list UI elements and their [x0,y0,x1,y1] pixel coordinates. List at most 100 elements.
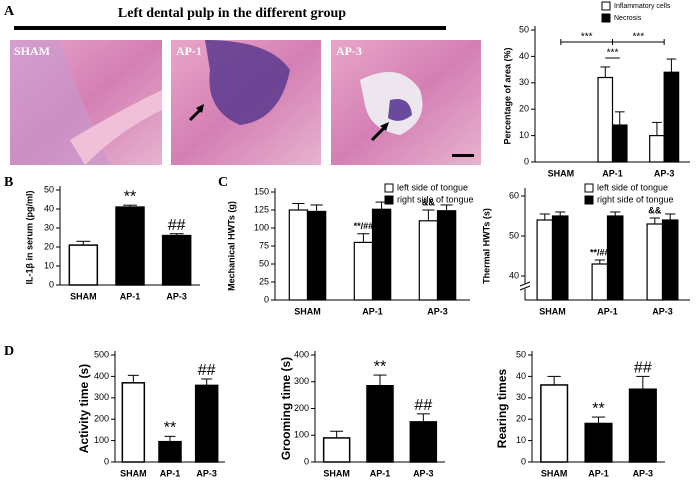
arrow-head [196,104,204,113]
y-tick-label: 100 [254,222,269,232]
y-tick-label: 0 [304,456,309,466]
scale-bar [452,154,474,157]
x-tick-label: SHAM [120,468,147,478]
x-tick-label: AP-1 [370,468,391,478]
y-tick-label: 50 [44,184,54,194]
y-tick-label: 200 [294,403,309,413]
comparison-label: *** [632,32,644,43]
x-tick-label: SHAM [323,468,350,478]
y-tick-label: 200 [94,414,109,424]
significance-label: && [422,197,435,207]
legend-label: left side of tongue [397,182,468,192]
legend-label: right side of tongue [397,194,474,204]
x-tick-label: AP-3 [633,468,654,478]
title-rule [14,26,446,30]
y-tick-label: 20 [44,241,54,251]
bar [611,124,628,163]
y-tick-label: 10 [519,130,529,140]
x-tick-label: AP-3 [413,468,434,478]
legend-swatch [601,1,611,11]
y-tick-label: 300 [94,392,109,402]
image-label: AP-1 [176,44,202,58]
significance-label: ** [124,188,136,205]
y-axis-label: Thermal HWTs (s) [481,208,491,284]
y-tick-label: 125 [254,204,269,214]
bar [115,206,145,286]
x-tick-label: AP-3 [654,168,675,178]
significance-label: ** [592,400,604,417]
y-tick-label: 20 [519,104,529,114]
x-tick-label: AP-1 [602,168,623,178]
bar [68,244,99,286]
arrow-head [380,122,389,131]
tissue [388,99,412,121]
significance-label: ** [374,358,386,375]
y-axis-label: Percentage of area (%) [502,47,512,144]
bar [551,215,569,301]
y-tick-label: 30 [519,77,529,87]
y-tick-label: 150 [254,186,269,196]
y-tick-label: 0 [524,156,529,166]
y-tick-label: 0 [49,279,54,289]
y-tick-label: 400 [94,371,109,381]
axis-break [519,281,531,287]
bar [628,388,657,463]
bar [584,422,613,463]
y-tick-label: 100 [94,435,109,445]
significance-label: ** [164,420,176,437]
significance-label: ## [168,217,186,234]
bar [646,223,664,301]
x-tick-label: SHAM [539,306,566,316]
x-tick-label: AP-1 [362,306,383,316]
bar [597,76,614,163]
bar [322,437,351,463]
significance-label: **/## [590,247,610,257]
y-tick-label: 300 [294,376,309,386]
bar [540,384,569,463]
legend-swatch [601,13,611,23]
y-tick-label: 400 [294,349,309,359]
significance-label: ## [634,360,652,377]
tissue [70,90,162,165]
y-tick-label: 40 [519,51,529,61]
y-tick-label: 75 [259,240,269,250]
bar [158,440,182,463]
histology-title: Left dental pulp in the different group [118,6,346,21]
panel-letter: D [4,344,14,359]
y-tick-label: 10 [44,260,54,270]
y-tick-label: 100 [294,430,309,440]
comparison-label: *** [581,32,593,43]
bar [606,215,624,301]
bar [661,219,679,301]
x-tick-label: AP-3 [196,468,217,478]
y-tick-label: 40 [509,270,519,280]
legend-swatch [384,195,394,205]
bar [306,210,327,301]
comparison-label: *** [607,48,619,59]
panel-letter: C [218,175,228,190]
bar [161,234,192,286]
y-axis-label: Activity time (s) [77,364,91,453]
image-label: AP-3 [336,44,362,58]
x-tick-label: SHAM [294,306,321,316]
y-tick-label: 50 [516,349,526,359]
y-tick-label: 60 [509,190,519,200]
y-tick-label: 30 [516,392,526,402]
bar [288,209,309,301]
bar [353,241,374,301]
bar [366,385,394,463]
significance-label: ## [198,362,216,379]
significance-label: && [648,205,661,215]
y-tick-label: 10 [516,435,526,445]
x-tick-label: AP-1 [588,468,609,478]
y-axis-label: Grooming time (s) [279,357,293,460]
y-tick-label: 30 [44,222,54,232]
legend-swatch [584,195,594,205]
y-tick-label: 0 [521,456,526,466]
x-tick-label: AP-3 [427,306,448,316]
legend-label: Inflammatory cells [614,3,671,10]
y-tick-label: 50 [509,230,519,240]
x-tick-label: AP-1 [160,468,181,478]
y-tick-label: 50 [259,258,269,268]
y-tick-label: 500 [94,349,109,359]
